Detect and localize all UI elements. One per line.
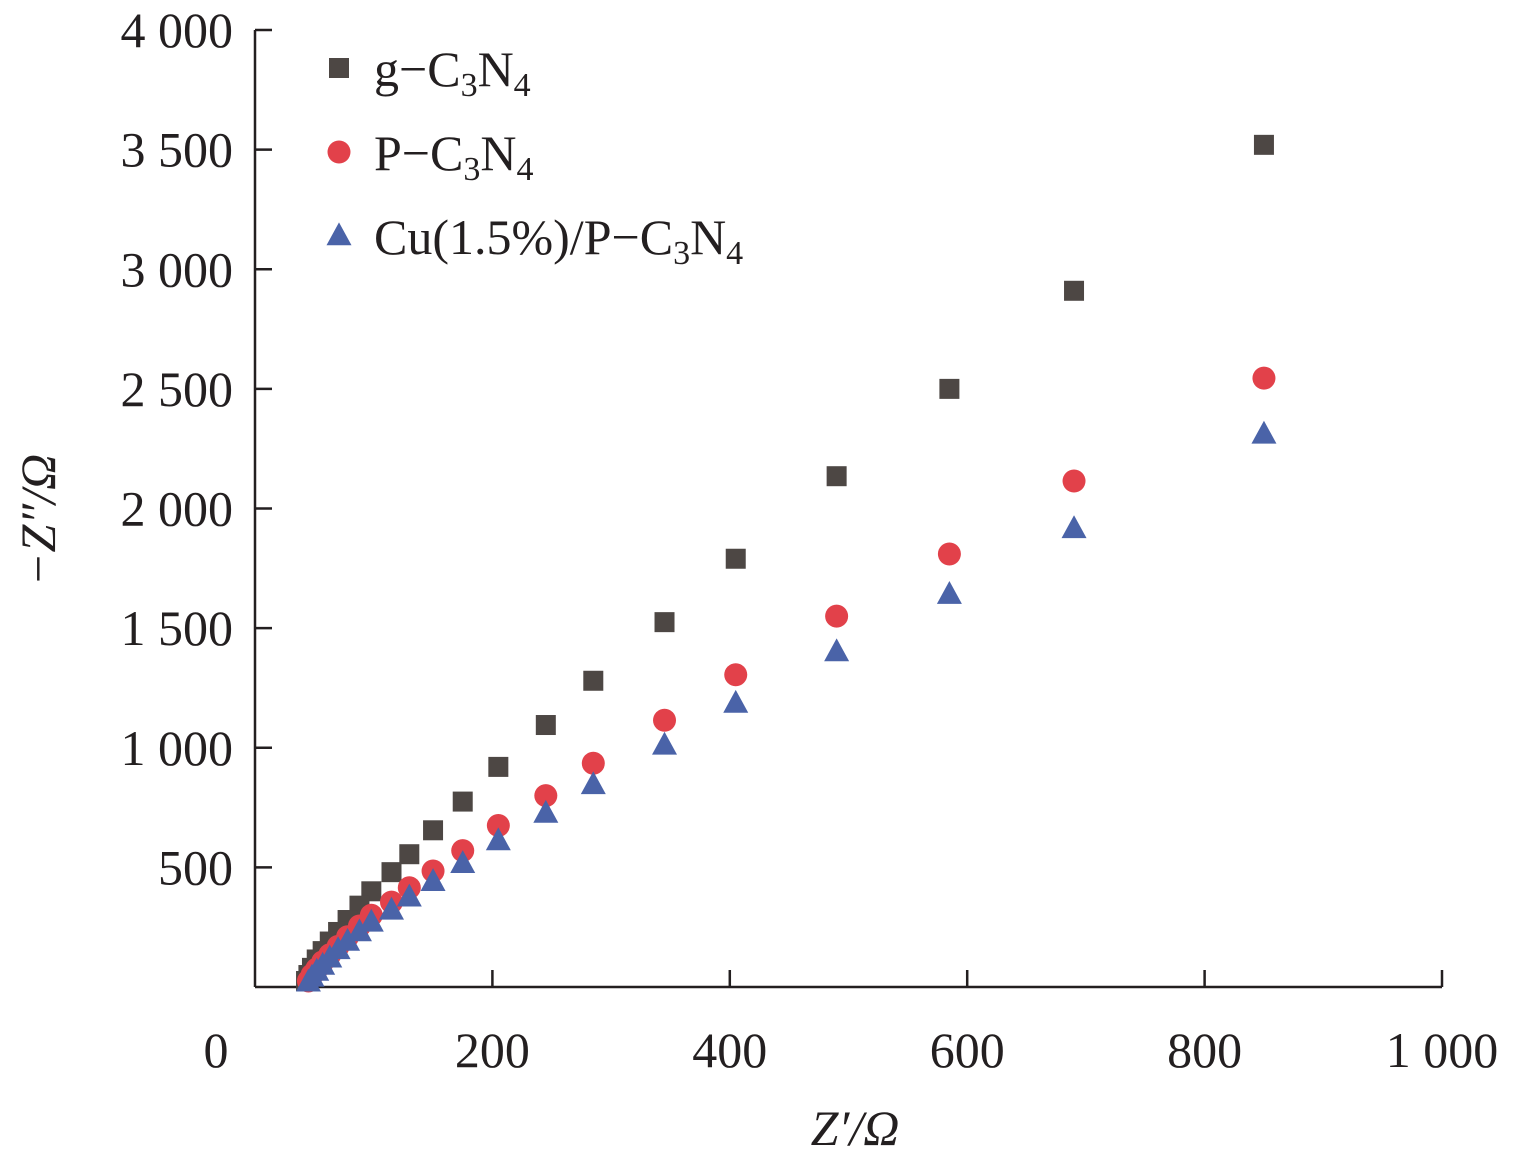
legend: g−C3N4 P−C3N4 Cu(1.5%)/P−C3N4 — [326, 41, 743, 272]
y-tick-label: 2 500 — [121, 361, 234, 417]
legend-label: Cu(1.5%)/P−C3N4 — [374, 209, 743, 272]
origin-tick-label: 0 — [204, 1022, 229, 1078]
data-point — [485, 827, 511, 851]
data-point — [937, 542, 961, 566]
data-point — [723, 689, 749, 713]
legend-label: P−C3N4 — [374, 125, 533, 188]
data-point — [654, 612, 675, 633]
data-point — [580, 771, 606, 795]
data-point — [396, 883, 422, 907]
data-point — [724, 663, 748, 687]
data-point — [420, 868, 446, 891]
y-tick-label: 3 000 — [121, 241, 234, 297]
legend-marker-circle — [327, 140, 351, 164]
data-point — [486, 814, 510, 838]
x-tick-label: 800 — [1167, 1022, 1242, 1078]
data-point — [1062, 469, 1086, 493]
series-circle — [296, 366, 1276, 993]
data-point — [653, 708, 677, 732]
data-points — [295, 134, 1277, 993]
y-tick-label: 1 500 — [121, 600, 234, 656]
data-point — [379, 896, 405, 920]
legend-marker-square — [329, 58, 349, 78]
x-tick-label: 400 — [692, 1022, 767, 1078]
series-triangle — [295, 420, 1277, 992]
data-point — [652, 731, 678, 755]
data-point — [533, 799, 559, 823]
y-axis-title: −Z″/Ω — [10, 454, 66, 586]
data-point — [581, 751, 605, 775]
data-point — [1252, 366, 1276, 390]
data-point — [488, 756, 509, 777]
x-tick-label: 200 — [455, 1022, 530, 1078]
data-point — [1253, 134, 1274, 155]
x-axis-title: Z′/Ω — [811, 1100, 900, 1156]
data-point — [450, 850, 476, 874]
data-point — [826, 466, 847, 487]
data-point — [423, 820, 444, 841]
data-point — [1251, 420, 1277, 444]
data-point — [725, 548, 746, 569]
data-point — [936, 580, 962, 604]
data-point — [534, 784, 558, 808]
y-tick-label: 2 000 — [121, 481, 234, 537]
y-tick-label: 4 000 — [121, 2, 234, 58]
data-point — [452, 791, 473, 812]
data-point — [381, 862, 402, 883]
data-point — [358, 908, 384, 932]
data-point — [825, 604, 849, 628]
data-point — [824, 638, 850, 662]
y-tick-label: 500 — [158, 839, 233, 895]
data-point — [1064, 280, 1085, 301]
x-tick-label: 1 000 — [1386, 1022, 1499, 1078]
y-tick-label: 3 500 — [121, 122, 234, 178]
data-point — [535, 715, 556, 736]
data-point — [1061, 515, 1087, 539]
data-point — [346, 918, 372, 942]
ticks: 500 1 000 1 500 2 000 2 500 3 000 3 500 4 000 20… — [121, 2, 1499, 1078]
data-point — [399, 844, 420, 865]
legend-marker-triangle — [326, 222, 352, 246]
legend-label: g−C3N4 — [374, 41, 531, 104]
data-point — [583, 670, 604, 691]
data-point — [939, 378, 960, 399]
y-tick-label: 1 000 — [121, 720, 234, 776]
data-point — [295, 968, 321, 992]
x-tick-label: 600 — [930, 1022, 1005, 1078]
